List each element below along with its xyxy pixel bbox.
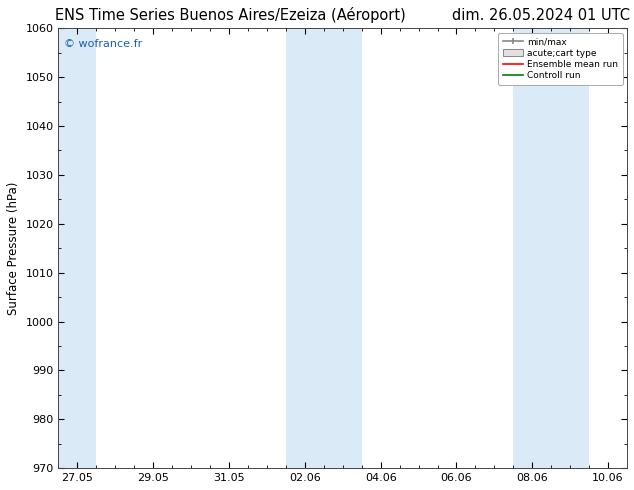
Bar	[551, 28, 589, 468]
Text: © wofrance.fr: © wofrance.fr	[64, 39, 143, 49]
Bar	[58, 28, 96, 468]
Bar	[286, 28, 324, 468]
Y-axis label: Surface Pressure (hPa): Surface Pressure (hPa)	[7, 182, 20, 315]
Title: ENS Time Series Buenos Aires/Ezeiza (Aéroport)          dim. 26.05.2024 01 UTC: ENS Time Series Buenos Aires/Ezeiza (Aér…	[55, 7, 630, 23]
Bar	[324, 28, 362, 468]
Bar	[514, 28, 551, 468]
Legend: min/max, acute;cart type, Ensemble mean run, Controll run: min/max, acute;cart type, Ensemble mean …	[498, 33, 623, 85]
